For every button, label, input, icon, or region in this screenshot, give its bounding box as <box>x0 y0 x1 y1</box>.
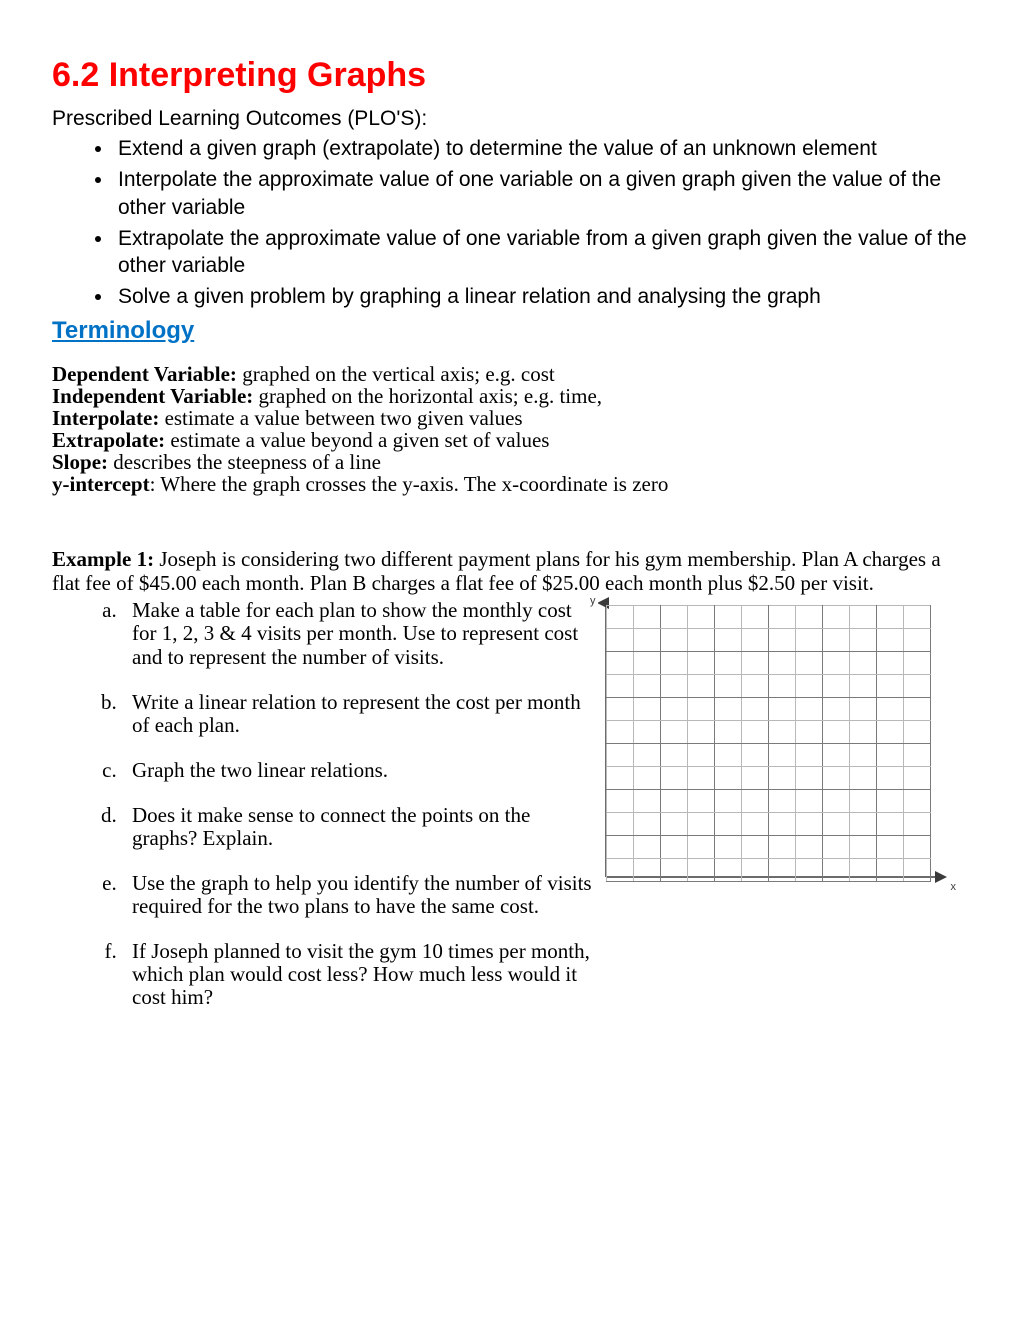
example-item: Does it make sense to connect the points… <box>122 804 592 850</box>
example-item: Make a table for each plan to show the m… <box>122 599 592 668</box>
term-label: Slope: <box>52 450 108 474</box>
plo-item: Solve a given problem by graphing a line… <box>114 283 968 310</box>
terminology-heading: Terminology <box>52 317 968 345</box>
x-axis-label: x <box>951 881 957 893</box>
term-label: y-intercept <box>52 472 150 496</box>
grid-table <box>606 605 931 882</box>
term-def: : Where the graph crosses the y-axis. Th… <box>150 472 669 496</box>
page-title: 6.2 Interpreting Graphs <box>52 56 968 95</box>
example-text: Joseph is considering two different paym… <box>52 547 941 595</box>
terminology-block: Dependent Variable: graphed on the verti… <box>52 363 968 495</box>
y-axis-label: y <box>590 595 596 607</box>
term-def: graphed on the horizontal axis; e.g. tim… <box>253 384 602 408</box>
example-list: Make a table for each plan to show the m… <box>52 599 592 1031</box>
plo-heading: Prescribed Learning Outcomes (PLO'S): <box>52 107 968 131</box>
example-item: Graph the two linear relations. <box>122 759 592 782</box>
example-item: Write a linear relation to represent the… <box>122 691 592 737</box>
blank-graph: y x <box>592 597 952 907</box>
term-def: graphed on the vertical axis; e.g. cost <box>237 362 555 386</box>
term-def: estimate a value between two given value… <box>159 406 522 430</box>
plo-list: Extend a given graph (extrapolate) to de… <box>52 135 968 311</box>
term-label: Interpolate: <box>52 406 159 430</box>
example-intro: Example 1: Joseph is considering two dif… <box>52 547 968 595</box>
plo-item: Interpolate the approximate value of one… <box>114 166 968 221</box>
plo-item: Extend a given graph (extrapolate) to de… <box>114 135 968 162</box>
plo-item: Extrapolate the approximate value of one… <box>114 225 968 280</box>
term-label: Extrapolate: <box>52 428 165 452</box>
term-def: describes the steepness of a line <box>108 450 381 474</box>
term-def: estimate a value beyond a given set of v… <box>165 428 549 452</box>
example-item: If Joseph planned to visit the gym 10 ti… <box>122 940 592 1009</box>
term-label: Independent Variable: <box>52 384 253 408</box>
example-label: Example 1: <box>52 547 154 571</box>
term-label: Dependent Variable: <box>52 362 237 386</box>
example-item: Use the graph to help you identify the n… <box>122 872 592 918</box>
